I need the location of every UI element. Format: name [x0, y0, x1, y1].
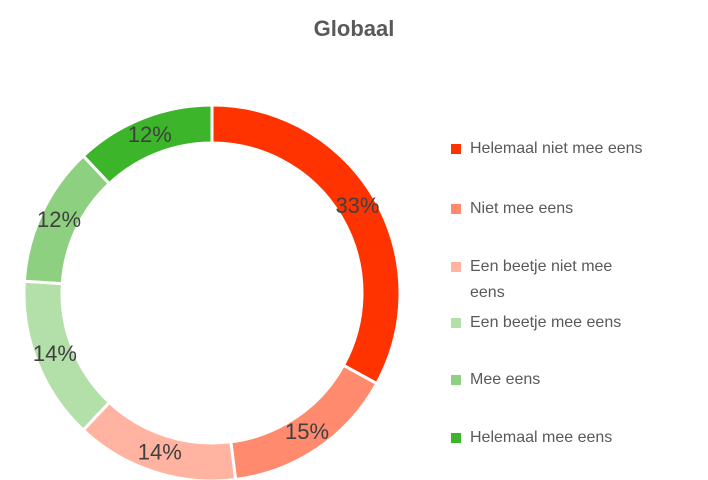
- data-label-unit: %: [162, 440, 182, 465]
- data-label-unit: %: [62, 207, 82, 232]
- legend-swatch: [451, 318, 461, 328]
- legend-label-line: Een beetje niet mee: [470, 258, 612, 275]
- data-label-unit: %: [57, 341, 77, 366]
- data-label-value: 12: [37, 207, 61, 232]
- data-label-unit: %: [152, 122, 172, 147]
- data-label: 12%: [37, 207, 81, 232]
- donut-slice: [81, 103, 214, 186]
- data-label: 14%: [138, 440, 182, 465]
- legend-label: Helemaal mee eens: [470, 429, 612, 446]
- legend-label: Helemaal niet mee eens: [470, 140, 643, 157]
- data-label-unit: %: [360, 193, 380, 218]
- data-label: 14%: [33, 341, 77, 366]
- legend-swatch: [451, 375, 461, 385]
- data-label-unit: %: [309, 419, 329, 444]
- data-label-value: 14: [138, 440, 162, 465]
- chart-title: Globaal: [314, 16, 395, 41]
- legend-label: Een beetje niet mee eens: [470, 258, 612, 301]
- data-label-value: 12: [128, 122, 152, 147]
- data-label-value: 15: [285, 419, 309, 444]
- data-label-value: 33: [335, 193, 359, 218]
- data-label: 15%: [285, 419, 329, 444]
- data-label: 33%: [335, 193, 379, 218]
- legend-swatch: [451, 144, 461, 154]
- legend-label: Mee eens: [470, 371, 540, 388]
- donut-slice: [210, 103, 402, 386]
- legend-swatch: [451, 262, 461, 272]
- legend-swatch: [451, 433, 461, 443]
- legend-label: Niet mee eens: [470, 200, 573, 217]
- data-label: 12%: [128, 122, 172, 147]
- legend-label: Een beetje mee eens: [470, 314, 621, 331]
- legend-label-line: eens: [470, 284, 505, 301]
- legend-swatch: [451, 204, 461, 214]
- data-label-value: 14: [33, 341, 57, 366]
